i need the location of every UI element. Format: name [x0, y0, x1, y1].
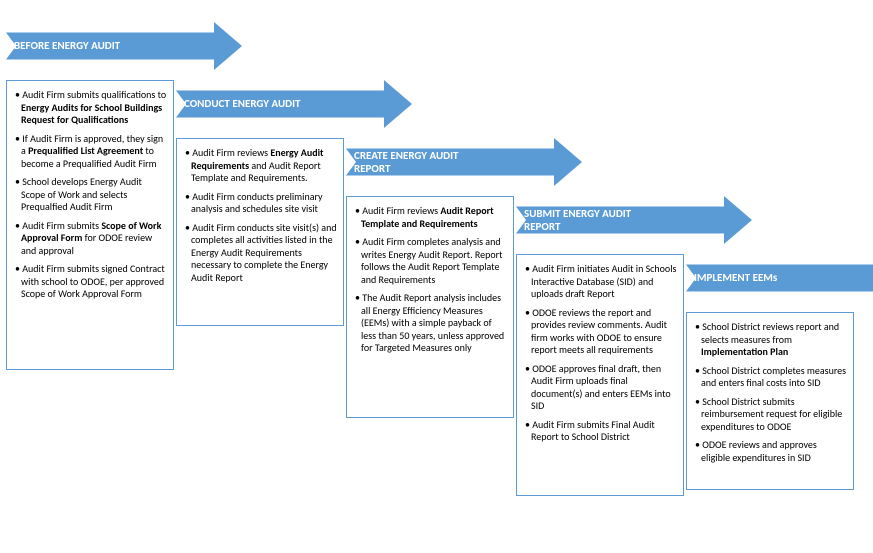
- stage-box-submit: Audit Firm initiates Audit in Schools In…: [516, 254, 684, 496]
- stage-title: CONDUCT ENERGY AUDIT: [184, 97, 314, 110]
- stage-box-create: Audit Firm reviews Audit Report Template…: [346, 196, 514, 418]
- stage-header-submit: SUBMIT ENERGY AUDIT REPORT: [516, 196, 752, 244]
- bullet: Audit Firm completes analysis and writes…: [353, 236, 507, 286]
- bullet: Audit Firm reviews Energy Audit Requirem…: [183, 147, 337, 185]
- stage-title: IMPLEMENT EEMs: [694, 271, 824, 284]
- bullet: Audit Firm submits Final Audit Report to…: [523, 419, 677, 444]
- bullet: School District reviews report and selec…: [693, 321, 847, 359]
- stage-header-implement: IMPLEMENT EEMs: [686, 254, 873, 302]
- bullet: Audit Firm conducts preliminary analysis…: [183, 191, 337, 216]
- bullet: School District submits reimbursement re…: [693, 396, 847, 434]
- stage-box-conduct: Audit Firm reviews Energy Audit Requirem…: [176, 138, 344, 326]
- stage-header-create: CREATE ENERGY AUDIT REPORT: [346, 138, 582, 186]
- stage-title: SUBMIT ENERGY AUDIT REPORT: [524, 207, 654, 233]
- bullet: School District completes measures and e…: [693, 365, 847, 390]
- bullet: ODOE approves final draft, then Audit Fi…: [523, 363, 677, 413]
- stage-title: BEFORE ENERGY AUDIT: [14, 39, 144, 52]
- bullet: Audit Firm conducts site visit(s) and co…: [183, 222, 337, 285]
- bullet: Audit Firm reviews Audit Report Template…: [353, 205, 507, 230]
- stage-header-conduct: CONDUCT ENERGY AUDIT: [176, 80, 412, 128]
- stage-title: CREATE ENERGY AUDIT REPORT: [354, 149, 484, 175]
- stage-box-implement: School District reviews report and selec…: [686, 312, 854, 490]
- bullet: Audit Firm submits qualifications to Ene…: [13, 89, 167, 127]
- bullet: Audit Firm submits Scope of Work Approva…: [13, 220, 167, 258]
- bullet: ODOE reviews the report and provides rev…: [523, 307, 677, 357]
- bullet: Audit Firm initiates Audit in Schools In…: [523, 263, 677, 301]
- bullet: If Audit Firm is approved, they sign a P…: [13, 133, 167, 171]
- bullet: The Audit Report analysis includes all E…: [353, 292, 507, 355]
- bullet: School develops Energy Audit Scope of Wo…: [13, 176, 167, 214]
- stage-header-before: BEFORE ENERGY AUDIT: [6, 22, 242, 70]
- bullet: ODOE reviews and approves eligible expen…: [693, 439, 847, 464]
- bullet: Audit Firm submits signed Contract with …: [13, 263, 167, 301]
- stage-box-before: Audit Firm submits qualifications to Ene…: [6, 80, 174, 370]
